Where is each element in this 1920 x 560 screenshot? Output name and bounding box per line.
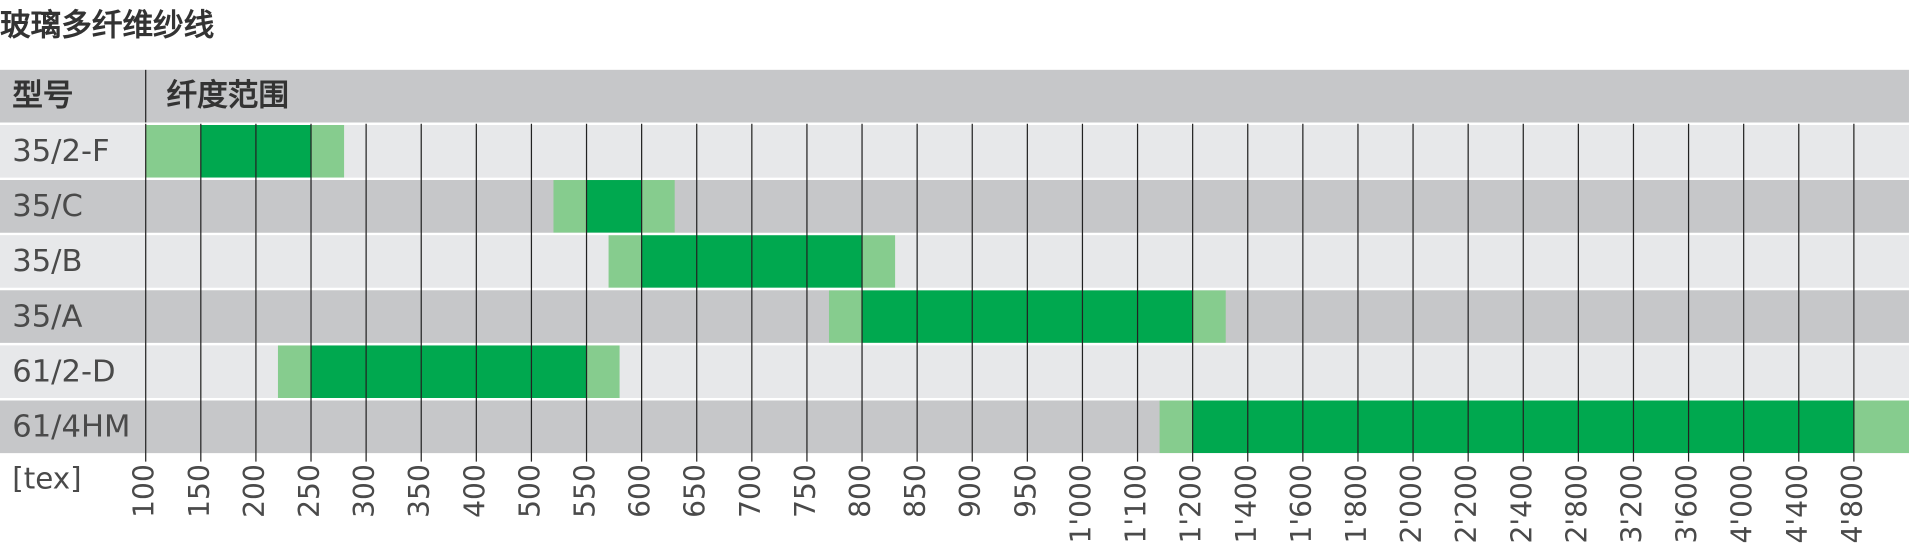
x-tick-label: 650	[679, 464, 712, 518]
row-label: 35/C	[12, 189, 83, 224]
outer-range-low	[828, 290, 863, 343]
x-tick-label: 4'000	[1726, 464, 1759, 543]
x-tick-label: 750	[789, 464, 822, 518]
x-tick-label: 1'600	[1285, 464, 1318, 543]
x-tick-label: 400	[458, 464, 491, 518]
outer-range-low	[608, 235, 642, 288]
x-tick-label: 4'400	[1781, 464, 1814, 543]
x-tick-label: 150	[183, 464, 216, 518]
x-tick-label: 4'800	[1836, 464, 1869, 543]
x-tick-label: 600	[624, 464, 657, 518]
outer-range-high	[1853, 400, 1909, 454]
x-tick-label: 550	[569, 464, 602, 518]
x-tick-label: 3'200	[1615, 464, 1648, 543]
x-tick-label: 1'200	[1175, 464, 1208, 543]
outer-range-high	[586, 345, 620, 398]
outer-range-low	[553, 180, 587, 233]
header-range: 纤度范围	[167, 78, 289, 113]
core-range	[311, 345, 587, 398]
x-tick-label: 100	[128, 464, 161, 518]
row-label: 35/B	[12, 244, 82, 279]
x-tick-label: 950	[1009, 464, 1042, 518]
outer-range-high	[1192, 290, 1226, 343]
x-tick-label: 1'000	[1064, 464, 1097, 543]
x-tick-label: 2'400	[1505, 464, 1538, 543]
outer-range-low	[1159, 400, 1193, 454]
x-tick-label: 2'800	[1560, 464, 1593, 543]
outer-range-low	[277, 345, 312, 398]
x-tick-label: 250	[293, 464, 326, 518]
x-tick-label: 200	[238, 464, 271, 518]
x-tick-label: 700	[734, 464, 767, 518]
x-tick-label: 2'000	[1395, 464, 1428, 543]
x-tick-label: 850	[899, 464, 932, 518]
row-bg	[0, 233, 1909, 290]
x-tick-label: 1'100	[1120, 464, 1153, 543]
row-label: 35/2-F	[12, 134, 109, 169]
chart-title: 玻璃多纤维纱线	[0, 8, 215, 43]
x-tick-label: 300	[348, 464, 381, 518]
outer-range-high	[311, 124, 345, 178]
x-tick-label: 350	[403, 464, 436, 518]
x-tick-label: 1'400	[1230, 464, 1263, 543]
row-label: 61/2-D	[12, 354, 115, 389]
row-label: 61/4HM	[12, 410, 130, 445]
outer-range-high	[641, 180, 675, 233]
header-row	[0, 69, 1909, 124]
x-tick-label: 3'600	[1671, 464, 1704, 543]
x-tick-label: 2'200	[1450, 464, 1483, 543]
outer-range-low	[145, 124, 201, 178]
core-range	[586, 180, 642, 233]
x-tick-label: 500	[513, 464, 546, 518]
row-bg	[0, 178, 1909, 234]
x-tick-label: 1'800	[1340, 464, 1373, 543]
row-label: 35/A	[12, 299, 82, 334]
header-model: 型号	[12, 78, 73, 113]
x-axis-label: [tex]	[12, 462, 81, 496]
x-tick-label: 900	[954, 464, 987, 518]
outer-range-high	[862, 235, 896, 288]
x-tick-label: 800	[844, 464, 877, 518]
